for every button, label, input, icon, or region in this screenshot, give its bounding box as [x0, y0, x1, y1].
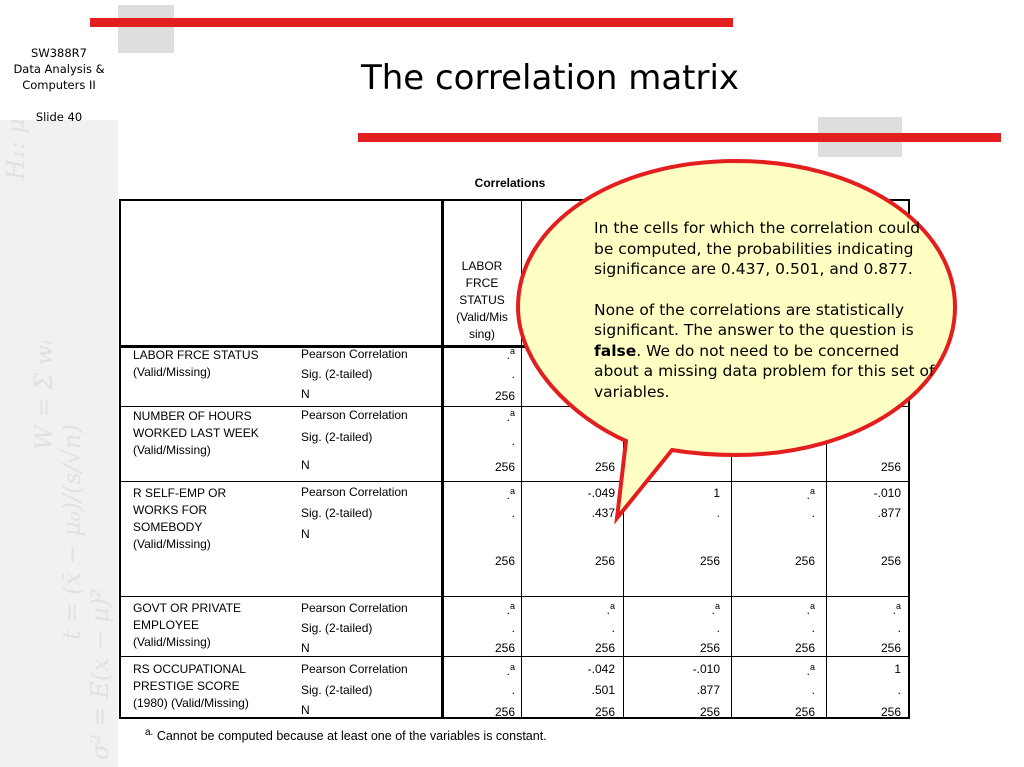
table-cell: 256 — [880, 705, 901, 719]
table-cell: . — [511, 367, 515, 381]
table-cell: 256 — [494, 705, 515, 719]
table-cell: -.010 — [873, 486, 901, 500]
row-label: GOVT OR PRIVATE EMPLOYEE (Valid/Missing) — [133, 601, 242, 649]
stat-label: Pearson Correlation — [301, 347, 408, 361]
row-label: NUMBER OF HOURS WORKED LAST WEEK (Valid/… — [133, 409, 259, 457]
table-cell: 1 — [713, 486, 720, 500]
table-cell: -.010 — [692, 662, 720, 676]
table-cell: . — [716, 621, 720, 635]
stat-label: N — [301, 527, 310, 541]
table-cell: . — [511, 621, 515, 635]
formula-watermark: H₁: μ < 0 W = Σ wᵢ t = (x̄ − μ₀)/(s/√n) … — [0, 120, 118, 767]
table-cell: .a — [606, 601, 615, 617]
table-cell: 256 — [880, 641, 901, 655]
table-cell: 256 — [699, 705, 720, 719]
row-label: LABOR FRCE STATUS (Valid/Missing) — [133, 348, 259, 379]
table-cell: .a — [892, 601, 901, 617]
table-cell: . — [611, 621, 615, 635]
course-code: SW388R7 — [31, 46, 87, 60]
table-cell: . — [897, 621, 901, 635]
stat-label: Sig. (2-tailed) — [301, 683, 373, 697]
callout-paragraph: None of the correlations are statistical… — [594, 300, 935, 401]
table-cell: -.049 — [587, 486, 615, 500]
stat-label: N — [301, 641, 310, 655]
stat-label: Sig. (2-tailed) — [301, 506, 373, 520]
accent-bar-mid — [358, 133, 1001, 142]
table-cell: .a — [506, 601, 515, 617]
table-cell: .a — [506, 486, 515, 502]
slide-number: Slide 40 — [35, 110, 83, 124]
table-cell: . — [811, 683, 815, 697]
table-cell: . — [511, 434, 515, 448]
row-label: RS OCCUPATIONAL PRESTIGE SCORE (1980) (V… — [133, 662, 249, 710]
watermark-formula: σ² = E(x − μ)² — [86, 588, 114, 760]
table-cell: 256 — [594, 705, 615, 719]
table-cell: 256 — [494, 460, 515, 474]
table-cell: 256 — [880, 460, 901, 474]
stat-label: N — [301, 387, 310, 401]
table-cell: . — [716, 506, 720, 520]
table-cell: .877 — [877, 506, 901, 520]
table-cell: . — [511, 683, 515, 697]
table-cell: .a — [506, 346, 515, 362]
table-cell: 256 — [594, 460, 615, 474]
accent-bar-top — [90, 18, 733, 27]
table-cell: 1 — [894, 662, 901, 676]
table-cell: 256 — [794, 554, 815, 568]
table-cell: 256 — [494, 389, 515, 403]
table-cell: .a — [806, 486, 815, 502]
table-cell: 256 — [594, 641, 615, 655]
watermark-formula: t = (x̄ − μ₀)/(s/√n) — [58, 424, 86, 640]
table-cell: .a — [506, 408, 515, 424]
table-cell: .a — [506, 662, 515, 678]
stat-label: Sig. (2-tailed) — [301, 367, 373, 381]
row-label: R SELF-EMP OR WORKS FOR SOMEBODY (Valid/… — [133, 486, 227, 551]
table-cell: 256 — [699, 554, 720, 568]
table-cell: . — [511, 506, 515, 520]
table-cell: .437 — [591, 506, 615, 520]
sidebar-background — [0, 120, 118, 767]
stat-label: Sig. (2-tailed) — [301, 430, 373, 444]
table-cell: . — [811, 621, 815, 635]
table-cell: .a — [806, 662, 815, 678]
table-cell: .877 — [696, 683, 720, 697]
stat-label: Sig. (2-tailed) — [301, 621, 373, 635]
stat-label: Pearson Correlation — [301, 408, 408, 422]
table-cell: . — [811, 506, 815, 520]
stat-label: Pearson Correlation — [301, 662, 408, 676]
table-cell: -.042 — [587, 662, 615, 676]
footnote-text: Cannot be computed because at least one … — [156, 729, 547, 744]
course-name-line2: Computers II — [22, 78, 96, 92]
table-cell: 256 — [699, 641, 720, 655]
table-cell: .a — [806, 601, 815, 617]
table-footnote: a. Cannot be computed because at least o… — [145, 727, 547, 743]
stat-label: N — [301, 703, 310, 717]
table-cell: 256 — [594, 554, 615, 568]
stat-label: N — [301, 458, 310, 472]
footnote-mark: a. — [145, 727, 154, 738]
callout-paragraph: In the cells for which the correlation c… — [594, 219, 921, 278]
course-info: SW388R7 Data Analysis & Computers II Sli… — [0, 45, 118, 125]
table-caption: Correlations — [474, 176, 546, 190]
stat-label: Pearson Correlation — [301, 601, 408, 615]
table-cell: 256 — [880, 554, 901, 568]
table-cell: .501 — [591, 683, 615, 697]
answer-emphasis: false — [594, 341, 637, 360]
table-cell: 256 — [794, 705, 815, 719]
slide-title: The correlation matrix — [360, 58, 740, 98]
watermark-formula: W = Σ wᵢ — [30, 339, 58, 450]
decor-block — [118, 5, 174, 53]
course-name-line1: Data Analysis & — [13, 62, 105, 76]
stat-label: Pearson Correlation — [301, 485, 408, 499]
watermark-formula: H₁: μ < 0 — [2, 120, 30, 180]
table-cell: . — [897, 683, 901, 697]
table-cell: .a — [711, 601, 720, 617]
table-cell: 256 — [794, 641, 815, 655]
callout-text: In the cells for which the correlation c… — [594, 218, 944, 422]
table-cell: 256 — [494, 554, 515, 568]
column-header: LABOR FRCE STATUS (Valid/Mis sing) — [456, 259, 508, 341]
table-cell: 256 — [494, 641, 515, 655]
